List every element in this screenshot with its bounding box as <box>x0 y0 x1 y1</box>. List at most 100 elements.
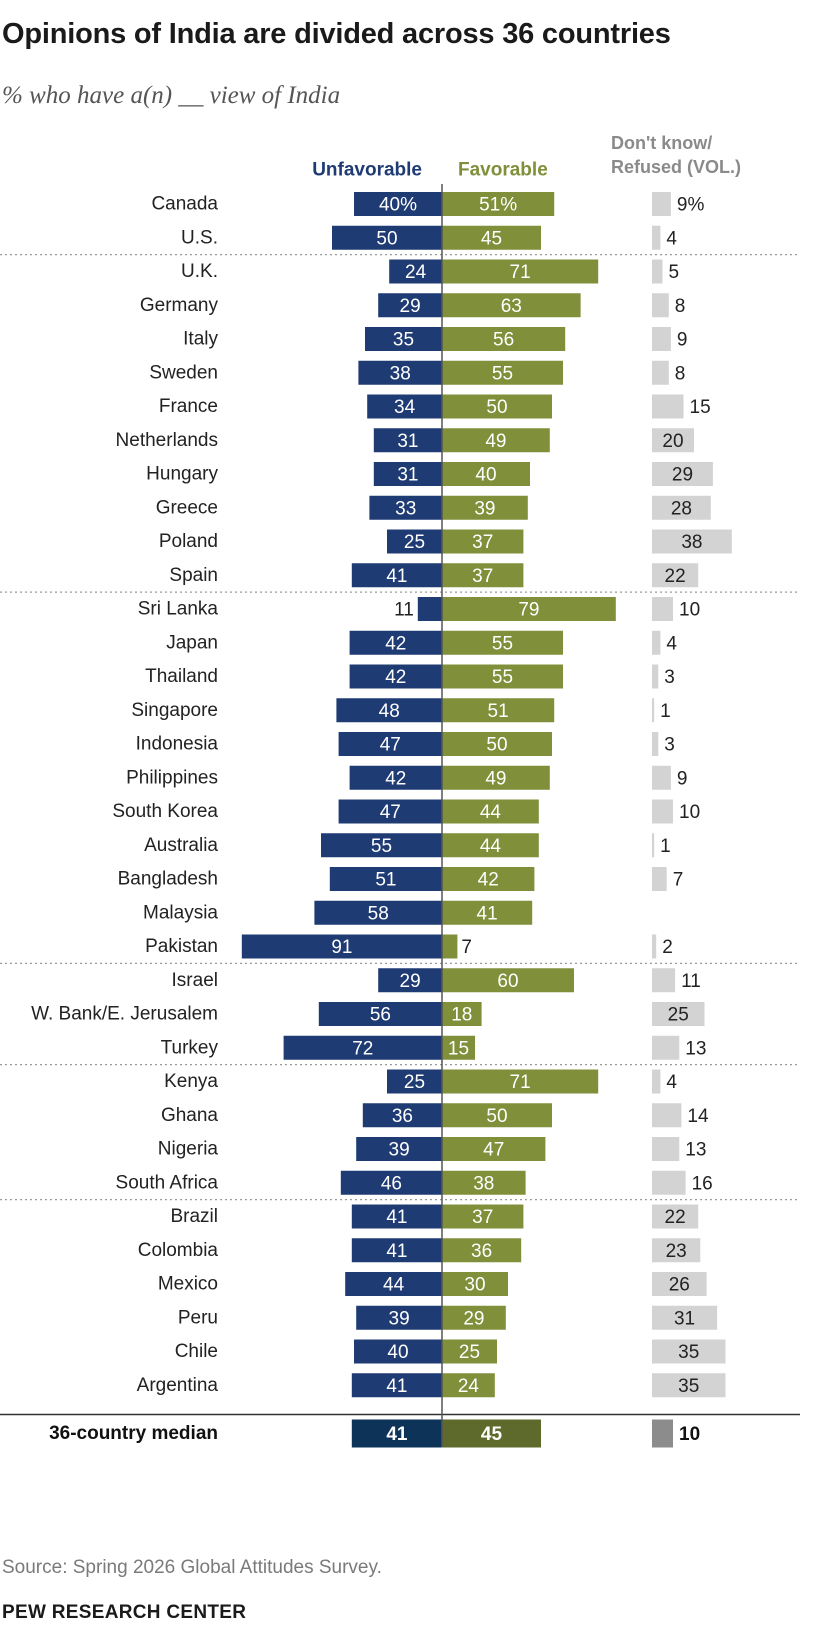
unfavorable-value-label: 36 <box>392 1106 413 1127</box>
favorable-value-label: 71 <box>510 1072 531 1093</box>
country-label: Brazil <box>170 1206 218 1227</box>
favorable-value-label: 47 <box>483 1140 504 1161</box>
chart-row: U.K. 24 71 5 <box>181 259 679 284</box>
dont-know-bar <box>652 934 657 959</box>
unfavorable-bar <box>362 1103 442 1128</box>
unfavorable-value-label: 51 <box>375 870 396 891</box>
dont-know-value-label: 14 <box>687 1106 709 1127</box>
unfavorable-value-label: 44 <box>383 1275 405 1296</box>
country-label: Sri Lanka <box>138 599 219 620</box>
favorable-bar <box>442 225 541 250</box>
favorable-bar <box>442 1103 552 1128</box>
favorable-value-label: 50 <box>486 397 507 418</box>
dont-know-bar <box>652 833 655 858</box>
dont-know-bar <box>652 1103 682 1128</box>
dont-know-bar <box>652 1238 701 1263</box>
median-unfavorable-bar <box>351 1419 442 1448</box>
unfavorable-bar <box>349 664 442 689</box>
country-label: Mexico <box>158 1274 218 1295</box>
dont-know-value-label: 31 <box>674 1308 695 1329</box>
favorable-bar <box>442 799 539 824</box>
chart-row: Philippines 42 49 9 <box>126 765 687 790</box>
country-label: Colombia <box>138 1240 219 1261</box>
brand-footer: PEW RESEARCH CENTER <box>2 1602 247 1623</box>
favorable-value-label: 45 <box>481 228 502 249</box>
unfavorable-bar <box>351 1204 442 1229</box>
unfavorable-value-label: 34 <box>394 397 416 418</box>
chart-row: Pakistan 91 7 2 <box>145 934 673 959</box>
country-label: Nigeria <box>158 1139 219 1160</box>
unfavorable-value-label: 40% <box>379 195 417 216</box>
unfavorable-value-label: 72 <box>352 1038 373 1059</box>
country-label: Malaysia <box>143 902 218 923</box>
unfavorable-bar <box>373 428 442 453</box>
favorable-bar <box>442 360 563 385</box>
country-label: Peru <box>178 1307 218 1328</box>
chart-row: Thailand 42 55 3 <box>145 664 675 689</box>
diverging-bar-chart: Unfavorable Favorable Don't know/Refused (… <box>0 133 800 1448</box>
unfavorable-value-label: 25 <box>404 532 425 553</box>
favorable-value-label: 40 <box>475 465 496 486</box>
unfavorable-bar <box>349 630 442 655</box>
favorable-bar <box>442 968 574 993</box>
unfavorable-bar <box>387 529 442 554</box>
country-label: Japan <box>166 632 218 653</box>
dont-know-value-label: 4 <box>666 228 677 249</box>
chart-row: Argentina 41 24 35 <box>137 1373 726 1398</box>
country-label: Turkey <box>161 1037 219 1058</box>
favorable-value-label: 36 <box>471 1241 492 1262</box>
unfavorable-value-label: 41 <box>386 1241 407 1262</box>
dont-know-bar <box>652 799 673 824</box>
unfavorable-bar <box>329 867 442 891</box>
favorable-bar <box>442 1035 475 1060</box>
country-label: Spain <box>169 565 218 586</box>
favorable-bar <box>442 1305 506 1330</box>
unfavorable-bar <box>314 900 442 925</box>
unfavorable-value-label: 39 <box>389 1308 410 1329</box>
legend: Unfavorable Favorable Don't know/Refused (… <box>312 133 741 181</box>
unfavorable-bar <box>336 698 442 723</box>
median-label: 36-country median <box>49 1423 218 1444</box>
favorable-bar <box>442 833 539 858</box>
country-label: Ghana <box>161 1105 218 1126</box>
dont-know-bar <box>652 360 669 385</box>
chart-row: Indonesia 47 50 3 <box>136 732 675 756</box>
unfavorable-bar <box>283 1035 442 1060</box>
favorable-bar <box>442 192 555 216</box>
unfavorable-value-label: 41 <box>386 1207 407 1228</box>
unfavorable-bar <box>387 1069 442 1094</box>
unfavorable-bar <box>340 1170 442 1195</box>
chart-row: Greece 33 39 28 <box>156 495 711 520</box>
dont-know-value-label: 13 <box>685 1140 706 1161</box>
unfavorable-value-label: 25 <box>404 1072 425 1093</box>
country-label: Italy <box>183 329 218 350</box>
dont-know-value-label: 28 <box>671 498 692 519</box>
unfavorable-value-label: 56 <box>370 1005 391 1026</box>
country-label: Poland <box>159 531 218 552</box>
country-label: Israel <box>172 970 218 991</box>
unfavorable-value-label: 46 <box>381 1173 402 1194</box>
chart-row: Nigeria 39 47 13 <box>158 1137 706 1161</box>
unfavorable-bar <box>354 192 442 216</box>
chart-row: Sri Lanka 11 79 10 <box>138 597 700 621</box>
chart-row: Sweden 38 55 8 <box>149 360 685 385</box>
favorable-bar <box>442 934 458 959</box>
dont-know-value-label: 11 <box>681 971 701 992</box>
legend-unfavorable: Unfavorable <box>312 160 422 181</box>
unfavorable-value-label: 31 <box>397 465 418 486</box>
favorable-bar <box>442 1069 599 1094</box>
dont-know-value-label: 3 <box>664 735 675 756</box>
favorable-value-label: 37 <box>472 1207 493 1228</box>
favorable-value-label: 39 <box>474 498 495 519</box>
country-label: U.K. <box>181 261 218 282</box>
country-label: Indonesia <box>136 734 219 755</box>
chart-row: Kenya 25 71 4 <box>164 1069 677 1094</box>
chart-row: Canada 40% 51% 9% <box>151 192 704 216</box>
unfavorable-bar <box>354 1339 442 1364</box>
favorable-value-label: 71 <box>510 262 531 283</box>
dont-know-value-label: 8 <box>675 296 686 317</box>
unfavorable-bar <box>417 597 442 621</box>
median-dont-know-value: 10 <box>679 1424 700 1445</box>
chart-row: Germany 29 63 8 <box>140 293 686 318</box>
favorable-value-label: 51% <box>479 195 517 216</box>
